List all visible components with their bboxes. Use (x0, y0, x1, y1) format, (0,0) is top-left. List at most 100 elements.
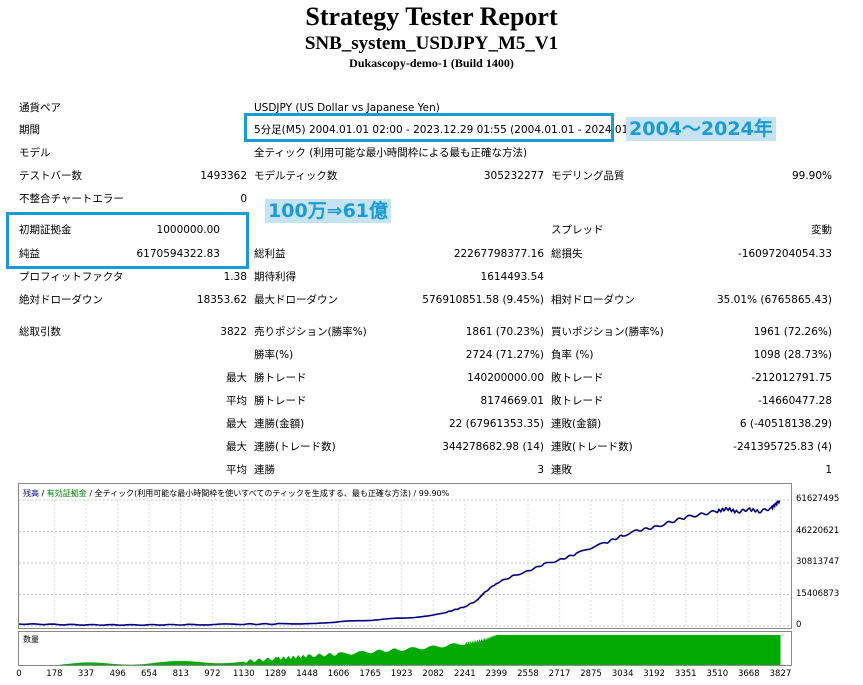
cons-win-money-value: 22 (67961353.35) (448, 418, 544, 430)
legend-item-3: / 全ティック(利用可能な最小時間枠を使いすべてのティックを生成する、最も正確な… (86, 489, 450, 498)
profit-annotation: 100万⇒61億 (265, 199, 392, 223)
x-tick-23: 3668 (737, 669, 760, 679)
long-positions-label: 買いポジション(勝率%) (551, 326, 664, 338)
ticks-label: モデルティック数 (254, 170, 338, 182)
largest-loss-label: 敗トレード (551, 372, 604, 384)
max-drawdown-value: 576910851.58 (9.45%) (422, 294, 544, 306)
net-profit-value: 6170594322.83 (136, 248, 220, 260)
mismatch-label: 不整合チャートエラー (19, 193, 124, 205)
win-rate-label: 勝率(%) (254, 349, 294, 361)
balance-graph-svg (19, 499, 791, 628)
total-trades-label: 総取引数 (19, 326, 61, 338)
avg-cons-win-label: 連勝 (254, 464, 275, 476)
x-tick-7: 1130 (233, 669, 255, 679)
balance-line-0 (19, 500, 781, 627)
model-label: モデル (19, 147, 51, 159)
balance-graph: 残高 / 有効証拠金 / 全ティック(利用可能な最小時間枠を使いすべてのティック… (18, 483, 792, 629)
x-tick-13: 2082 (422, 669, 445, 679)
max-drawdown-label: 最大ドローダウン (254, 294, 338, 306)
y-tick-3: 15406873 (796, 588, 840, 599)
x-tick-22: 3510 (706, 669, 729, 679)
cons-win-money-label: 連勝(金額) (254, 418, 305, 430)
period-highlight-box (244, 113, 614, 142)
profit-highlight-box (6, 212, 249, 269)
max-cons-trades-label: 最大 (226, 441, 247, 453)
bars-label: テストバー数 (19, 170, 82, 182)
x-tick-18: 2875 (580, 669, 602, 679)
gross-profit-value: 22267798377.16 (453, 248, 544, 260)
avg-cons-loss-value: 1 (825, 464, 832, 476)
cons-loss-money-label: 連敗(金額) (551, 418, 602, 430)
x-tick-6: 972 (204, 669, 221, 679)
cons-loss-trades-value: -241395725.83 (4) (733, 441, 832, 453)
graph-legend: 残高 / 有効証拠金 / 全ティック(利用可能な最小時間枠を使いすべてのティック… (23, 488, 449, 499)
deposit-value: 1000000.00 (156, 224, 220, 236)
largest-win-label: 勝トレード (254, 372, 307, 384)
x-tick-15: 2399 (485, 669, 508, 679)
report-title: Strategy Tester Report (305, 2, 558, 31)
x-tick-5: 813 (172, 669, 189, 679)
report-subtitle: SNB_system_USDJPY_M5_V1 (304, 33, 559, 54)
model-value: 全ティック (利用可能な最小時間枠による最も正確な方法) (254, 147, 528, 159)
spread-value: 変動 (811, 224, 832, 236)
quality-label: モデリング品質 (551, 170, 625, 182)
x-tick-8: 1289 (264, 669, 287, 679)
rel-drawdown-label: 相対ドローダウン (551, 294, 635, 306)
period-label: 期間 (19, 124, 40, 136)
cons-win-trades-label: 連勝(トレード数) (254, 441, 336, 453)
x-tick-24: 3827 (769, 669, 792, 679)
x-tick-9: 1448 (296, 669, 318, 679)
net-profit-label: 純益 (19, 248, 40, 260)
avg-loss-label: 敗トレード (551, 395, 604, 407)
x-tick-1: 178 (46, 669, 63, 679)
max-cons-money-label: 最大 (226, 418, 247, 430)
y-tick-0: 61627495 (796, 494, 840, 504)
ticks-value: 305232277 (483, 170, 544, 182)
profit-factor-value: 1.38 (223, 271, 247, 283)
spread-label: スプレッド (551, 224, 604, 236)
gross-profit-label: 総利益 (254, 248, 286, 260)
x-tick-20: 3192 (643, 669, 665, 679)
y-tick-1: 46220621 (796, 525, 840, 536)
cons-loss-money-value: 6 (-40518138.29) (739, 418, 832, 430)
gross-loss-value: -16097204054.33 (738, 248, 832, 260)
legend-item-2: 有効証拠金 (46, 489, 87, 498)
y-tick-4: 0 (796, 620, 802, 630)
report-server: Dukascopy-demo-1 (Build 1400) (349, 56, 514, 70)
deposit-label: 初期証拠金 (19, 224, 72, 236)
gross-loss-label: 総損失 (551, 248, 583, 260)
volume-area (19, 635, 781, 665)
x-tick-12: 1923 (390, 669, 413, 679)
legend-item-0: 残高 (23, 489, 39, 498)
cons-loss-trades-label: 連敗(トレード数) (551, 441, 633, 453)
period-value: 5分足(M5) 2004.01.01 02:00 - 2023.12.29 01… (254, 124, 650, 136)
long-positions-value: 1961 (72.26%) (753, 326, 832, 338)
y-tick-2: 30813747 (796, 557, 840, 567)
average-label: 平均 (226, 395, 247, 407)
avg-cons-label: 平均 (226, 464, 247, 476)
expected-payoff-value: 1614493.54 (480, 271, 544, 283)
symbol-label: 通貨ペア (19, 102, 61, 114)
period-annotation: 2004～2024年 (626, 117, 776, 141)
x-tick-17: 2717 (548, 669, 571, 679)
loss-rate-value: 1098 (28.73%) (753, 349, 832, 361)
x-tick-3: 496 (109, 669, 126, 679)
avg-loss-value: -14660477.28 (758, 395, 832, 407)
loss-rate-label: 負率 (%) (551, 349, 594, 361)
win-rate-value: 2724 (71.27%) (465, 349, 544, 361)
mismatch-value: 0 (240, 193, 247, 205)
abs-drawdown-value: 18353.62 (196, 294, 247, 306)
x-tick-21: 3351 (674, 669, 697, 679)
volume-graph: 数量 (18, 631, 792, 666)
profit-factor-label: プロフィットファクタ (19, 271, 124, 283)
quality-value: 99.90% (791, 170, 832, 182)
symbol-value: USDJPY (US Dollar vs Japanese Yen) (254, 102, 440, 114)
x-tick-19: 3034 (611, 669, 634, 679)
x-tick-14: 2241 (454, 669, 476, 679)
x-tick-4: 654 (141, 669, 158, 679)
avg-cons-win-value: 3 (537, 464, 544, 476)
volume-label: 数量 (23, 635, 39, 644)
x-tick-11: 1765 (359, 669, 381, 679)
rel-drawdown-value: 35.01% (6765865.43) (716, 294, 832, 306)
short-positions-label: 売りポジション(勝率%) (254, 326, 367, 338)
